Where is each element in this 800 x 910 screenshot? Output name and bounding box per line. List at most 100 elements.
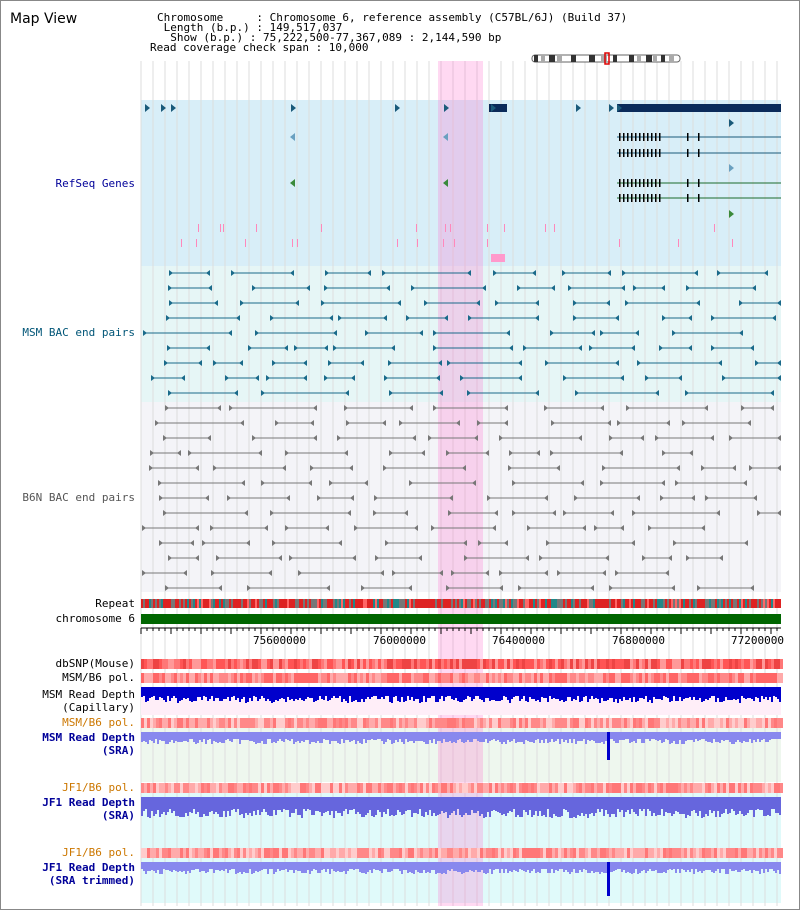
msm-bac-pair-end	[739, 330, 743, 336]
pol-cell	[162, 783, 165, 793]
pol-cell	[459, 718, 462, 728]
jf1-sra-depth	[277, 797, 279, 810]
repeat-segment	[661, 599, 663, 608]
pol-cell	[492, 673, 495, 683]
repeat-segment	[451, 599, 453, 608]
msm-capillary-depth	[287, 687, 289, 697]
track-label-b6n-bac[interactable]: B6N BAC end pairs	[22, 491, 135, 504]
jf1-sra-depth	[411, 797, 413, 817]
pol-cell	[702, 673, 705, 683]
msm-sra-depth	[219, 732, 221, 742]
msm-bac-pair-end	[764, 270, 768, 276]
msm-bac-pair-end	[620, 375, 624, 381]
msm-sra-depth	[275, 732, 277, 743]
repeat-segment	[307, 599, 309, 608]
pol-cell	[633, 848, 636, 858]
pol-cell	[342, 718, 345, 728]
jf1-trimmed-depth	[313, 862, 315, 869]
jf1-sra-depth	[371, 797, 373, 816]
msm-bac-pair-end	[240, 300, 244, 306]
pol-cell	[249, 783, 252, 793]
jf1-trimmed-depth	[161, 862, 163, 874]
pink-mark	[443, 239, 444, 247]
jf1-sra-depth	[483, 797, 485, 818]
jf1-sra-depth	[299, 797, 301, 815]
msm-capillary-depth	[757, 687, 759, 698]
pol-cell	[216, 783, 219, 793]
pol-cell	[564, 783, 567, 793]
jf1-trimmed-depth	[151, 862, 153, 870]
msm-bac-pair-end	[168, 285, 172, 291]
jf1-sra-depth	[313, 797, 315, 815]
jf1-trimmed-depth	[519, 862, 521, 869]
pol-cell	[621, 718, 624, 728]
jf1-trimmed-depth	[483, 862, 485, 873]
jf1-sra-depth	[177, 797, 179, 816]
msm-capillary-depth	[551, 687, 553, 699]
pol-cell	[711, 673, 714, 683]
msm-bac-pair-end	[711, 315, 715, 321]
repeat-segment	[301, 599, 303, 608]
pol-cell	[654, 673, 657, 683]
b6n-bac-pair-end	[550, 450, 554, 456]
dbsnp-cell	[393, 659, 396, 669]
pink-mark	[450, 224, 451, 232]
pol-cell	[360, 718, 363, 728]
msm-sra-depth	[387, 732, 389, 739]
msm-capillary-depth	[701, 687, 703, 702]
msm-sra-depth	[375, 732, 377, 740]
pink-mark	[416, 224, 417, 232]
jf1-sra-depth	[193, 797, 195, 809]
jf1-sra-depth	[553, 797, 555, 814]
msm-bac-pair-end	[329, 315, 333, 321]
jf1-trimmed-depth	[627, 862, 629, 872]
pol-cell	[390, 848, 393, 858]
jf1-sra-depth	[743, 797, 745, 816]
pol-cell	[450, 673, 453, 683]
b6n-bac-pair-end	[478, 540, 482, 546]
repeat-segment	[141, 599, 143, 608]
dbsnp-cell	[546, 659, 549, 669]
msm-sra-depth	[155, 732, 157, 739]
dbsnp-cell	[648, 659, 651, 669]
pol-cell	[675, 848, 678, 858]
repeat-segment	[313, 599, 315, 608]
jf1-trimmed-depth	[429, 862, 431, 873]
pol-cell	[474, 783, 477, 793]
msm-bac-pair-end	[606, 300, 610, 306]
jf1-trimmed-depth	[499, 862, 501, 873]
pol-cell	[372, 673, 375, 683]
msm-capillary-depth	[509, 687, 511, 703]
pol-cell	[267, 673, 270, 683]
jf1-trimmed-depth	[485, 862, 487, 874]
dbsnp-cell	[744, 659, 747, 669]
msm-capillary-depth	[705, 687, 707, 699]
pol-cell	[615, 848, 618, 858]
msm-sra-depth	[527, 732, 529, 741]
msm-sra-depth	[761, 732, 763, 740]
pol-cell	[684, 718, 687, 728]
track-label-msm-bac[interactable]: MSM BAC end pairs	[22, 326, 135, 339]
jf1-sra-depth	[325, 797, 327, 812]
b6n-bac-pair-end	[602, 465, 606, 471]
b6n-bac-pair-end	[240, 420, 244, 426]
pol-cell	[213, 673, 216, 683]
msm-sra-depth	[221, 732, 223, 743]
dbsnp-cell	[753, 659, 756, 669]
dbsnp-cell	[678, 659, 681, 669]
track-label-refseq[interactable]: RefSeq Genes	[55, 177, 135, 190]
jf1-trimmed-depth	[727, 862, 729, 874]
jf1-trimmed-depth	[167, 862, 169, 870]
pol-cell	[693, 673, 696, 683]
jf1-sra-depth	[625, 797, 627, 812]
repeat-segment	[517, 599, 519, 608]
jf1-sra-depth	[147, 797, 149, 817]
msm-bac-pair-end	[755, 360, 759, 366]
msm-capillary-depth	[307, 687, 309, 697]
pol-cell	[300, 848, 303, 858]
msm-capillary-depth	[485, 687, 487, 698]
ideogram-band	[601, 55, 607, 62]
jf1-trimmed-depth	[497, 862, 499, 869]
dbsnp-cell	[207, 659, 210, 669]
